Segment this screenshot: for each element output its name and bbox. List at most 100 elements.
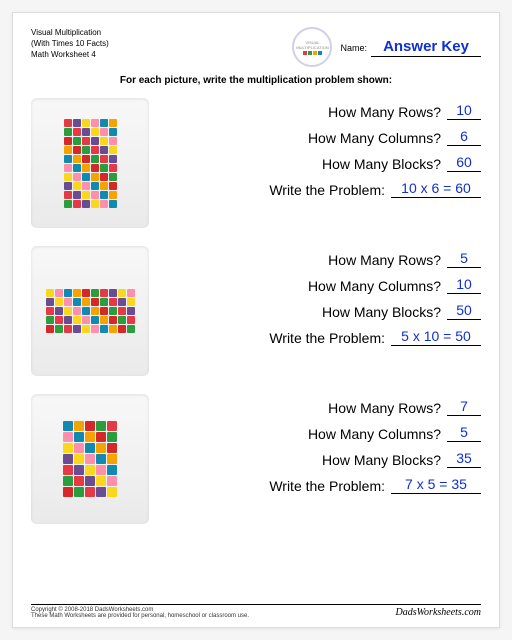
answer-row: How Many Columns?6: [167, 128, 481, 146]
block-cell: [82, 289, 90, 297]
name-line: Name: Answer Key: [340, 38, 481, 57]
answer-value: 5 x 10 = 50: [391, 328, 481, 346]
answers-2: How Many Rows?5How Many Columns?10How Ma…: [167, 246, 481, 346]
block-cell: [107, 465, 117, 475]
block-cell: [100, 155, 108, 163]
block-cell: [100, 298, 108, 306]
answer-row: How Many Blocks?35: [167, 450, 481, 468]
block-cell: [91, 119, 99, 127]
block-cell: [91, 307, 99, 315]
answer-row: Write the Problem:7 x 5 = 35: [167, 476, 481, 494]
block-cell: [109, 119, 117, 127]
block-cell: [82, 298, 90, 306]
block-cell: [55, 298, 63, 306]
block-cell: [82, 182, 90, 190]
block-cell: [91, 164, 99, 172]
block-cell: [96, 421, 106, 431]
block-cell: [100, 164, 108, 172]
block-cell: [64, 200, 72, 208]
footer: Copyright © 2008-2018 DadsWorksheets.com…: [31, 604, 481, 619]
block-cell: [109, 325, 117, 333]
block-cell: [82, 191, 90, 199]
block-cell: [107, 421, 117, 431]
block-cell: [91, 137, 99, 145]
block-cell: [100, 191, 108, 199]
question-label: How Many Blocks?: [322, 304, 441, 320]
footer-note: These Math Worksheets are provided for p…: [31, 613, 249, 619]
block-cell: [127, 298, 135, 306]
footer-text: Copyright © 2008-2018 DadsWorksheets.com…: [31, 607, 249, 619]
answer-row: How Many Rows?7: [167, 398, 481, 416]
question-label: How Many Columns?: [308, 278, 441, 294]
block-cell: [73, 164, 81, 172]
block-grid: [46, 289, 135, 333]
answer-row: How Many Columns?5: [167, 424, 481, 442]
block-cell: [127, 307, 135, 315]
answers-3: How Many Rows?7How Many Columns?5How Man…: [167, 394, 481, 494]
block-cell: [73, 325, 81, 333]
block-cell: [64, 137, 72, 145]
block-cell: [82, 200, 90, 208]
block-cell: [73, 137, 81, 145]
block-cell: [109, 128, 117, 136]
block-cell: [63, 432, 73, 442]
answer-row: How Many Blocks?60: [167, 154, 481, 172]
block-cell: [64, 182, 72, 190]
block-cell: [73, 191, 81, 199]
block-cell: [109, 146, 117, 154]
block-cell: [74, 421, 84, 431]
block-cell: [73, 298, 81, 306]
block-cell: [107, 443, 117, 453]
block-cell: [73, 316, 81, 324]
problem-2: How Many Rows?5How Many Columns?10How Ma…: [31, 246, 481, 376]
block-cell: [73, 173, 81, 181]
block-cell: [64, 289, 72, 297]
header: Visual Multiplication (With Times 10 Fac…: [31, 27, 481, 67]
block-cell: [73, 289, 81, 297]
answer-value: 35: [447, 450, 481, 468]
block-cell: [55, 307, 63, 315]
block-cell: [64, 155, 72, 163]
block-cell: [127, 289, 135, 297]
logo-blocks-icon: [303, 51, 322, 55]
answer-value: 5: [447, 250, 481, 268]
block-cell: [91, 325, 99, 333]
block-cell: [96, 487, 106, 497]
block-cell: [100, 316, 108, 324]
block-cell: [64, 173, 72, 181]
block-cell: [74, 487, 84, 497]
block-cell: [109, 307, 117, 315]
block-cell: [82, 128, 90, 136]
block-cell: [46, 325, 54, 333]
title-block: Visual Multiplication (With Times 10 Fac…: [31, 27, 109, 61]
block-cell: [91, 200, 99, 208]
block-cell: [55, 325, 63, 333]
problem-3: How Many Rows?7How Many Columns?5How Man…: [31, 394, 481, 524]
block-cell: [91, 289, 99, 297]
block-cell: [46, 289, 54, 297]
block-cell: [91, 191, 99, 199]
block-cell: [107, 432, 117, 442]
block-cell: [91, 316, 99, 324]
block-cell: [73, 307, 81, 315]
block-cell: [82, 155, 90, 163]
question-label: How Many Columns?: [308, 426, 441, 442]
block-cell: [91, 182, 99, 190]
name-label: Name:: [340, 43, 367, 53]
block-cell: [109, 164, 117, 172]
block-cell: [64, 164, 72, 172]
block-grid: [64, 119, 117, 208]
block-cell: [64, 146, 72, 154]
answer-row: Write the Problem:10 x 6 = 60: [167, 180, 481, 198]
block-cell: [96, 476, 106, 486]
block-cell: [109, 155, 117, 163]
block-cell: [73, 182, 81, 190]
answer-value: 60: [447, 154, 481, 172]
answer-row: How Many Rows?10: [167, 102, 481, 120]
block-image-1: [31, 98, 149, 228]
block-cell: [85, 487, 95, 497]
block-cell: [109, 316, 117, 324]
question-label: How Many Rows?: [328, 252, 441, 268]
block-cell: [118, 316, 126, 324]
answer-row: How Many Rows? 5: [167, 250, 481, 268]
